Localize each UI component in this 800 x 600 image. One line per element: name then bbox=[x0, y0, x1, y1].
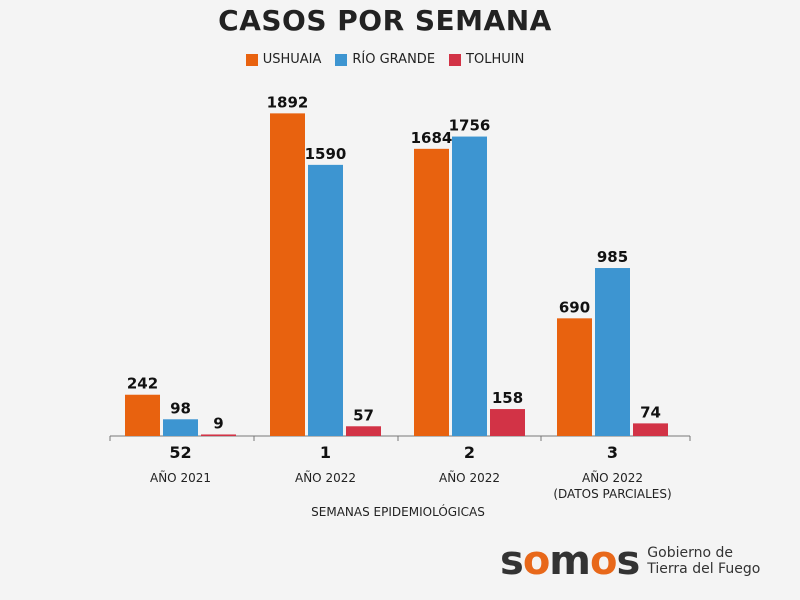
tick-label-week: 1 bbox=[320, 443, 331, 462]
tick-label-week: 2 bbox=[464, 443, 475, 462]
tick-label-year: AÑO 2022 bbox=[439, 470, 500, 485]
legend-label: TOLHUIN bbox=[466, 52, 525, 67]
legend-label: USHUAIA bbox=[262, 52, 322, 67]
bar bbox=[270, 113, 305, 437]
data-label: 57 bbox=[353, 406, 374, 424]
bar bbox=[346, 426, 381, 436]
somos-logo: somos Gobierno de Tierra del Fuego bbox=[500, 538, 760, 584]
government-label: Gobierno de Tierra del Fuego bbox=[647, 545, 761, 577]
legend-swatch bbox=[245, 53, 258, 66]
bar bbox=[201, 434, 236, 436]
bar bbox=[414, 148, 449, 436]
tick-label-note: (DATOS PARCIALES) bbox=[553, 487, 671, 501]
legend-item-tolhuin: TOLHUIN bbox=[449, 52, 524, 67]
bar bbox=[633, 423, 668, 436]
data-label: 690 bbox=[559, 298, 590, 316]
data-label: 1892 bbox=[267, 93, 309, 111]
tick-label-year: AÑO 2022 bbox=[295, 470, 356, 485]
bar bbox=[163, 419, 198, 436]
legend-swatch bbox=[335, 53, 348, 66]
data-label: 158 bbox=[492, 389, 523, 407]
x-axis-label: SEMANAS EPIDEMIOLÓGICAS bbox=[311, 504, 485, 519]
data-label: 9 bbox=[213, 414, 223, 432]
legend-item-ushuaia: USHUAIA bbox=[245, 52, 322, 67]
tick-label-year: AÑO 2022 bbox=[582, 470, 643, 485]
data-label: 98 bbox=[170, 399, 191, 417]
tick-label-week: 52 bbox=[169, 443, 191, 462]
bar bbox=[557, 318, 592, 436]
tick-label-week: 3 bbox=[607, 443, 618, 462]
data-label: 74 bbox=[640, 403, 661, 421]
chart-legend: USHUAIA RÍO GRANDE TOLHUIN bbox=[0, 52, 770, 67]
legend-label: RÍO GRANDE bbox=[352, 52, 436, 67]
data-label: 1756 bbox=[449, 117, 491, 135]
legend-swatch bbox=[449, 53, 462, 66]
legend-item-rio-grande: RÍO GRANDE bbox=[335, 52, 435, 67]
data-label: 1590 bbox=[305, 145, 347, 163]
bar bbox=[595, 268, 630, 436]
bar bbox=[308, 164, 343, 436]
data-label: 985 bbox=[597, 248, 628, 266]
bar bbox=[490, 409, 525, 436]
logo-wordmark: somos bbox=[500, 538, 640, 584]
chart-title: CASOS POR SEMANA bbox=[218, 4, 552, 37]
tick-label-year: AÑO 2021 bbox=[150, 470, 211, 485]
bar bbox=[125, 394, 160, 436]
data-label: 242 bbox=[127, 375, 158, 393]
data-label: 1684 bbox=[411, 129, 453, 147]
bar bbox=[452, 136, 487, 436]
